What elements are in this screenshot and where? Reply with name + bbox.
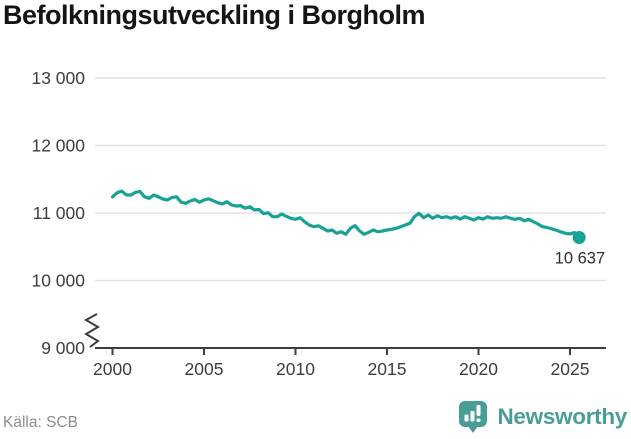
newsworthy-wordmark: Newsworthy [497,404,627,429]
population-line [110,189,581,240]
x-tick-label: 2025 [551,359,590,379]
x-tick-label: 2005 [185,359,224,379]
y-tick-label: 11 000 [33,203,85,223]
y-tick-label: 12 000 [31,136,85,156]
y-tick-label: 10 000 [31,271,85,291]
population-line-chart: 9 000 10 000 11 000 12 000 13 000 2000 2005 201… [31,68,606,379]
newsworthy-bubble-icon [459,401,488,433]
x-tick-label: 2010 [276,359,315,379]
y-tick-label: 13 000 [31,68,85,88]
last-value-label: 10 637 [555,250,605,268]
newsworthy-logo[interactable]: Newsworthy [458,400,627,434]
x-tick-label: 2020 [459,359,498,379]
x-tick-label: 2000 [93,359,132,379]
x-tick-label: 2015 [368,359,407,379]
source-label: Källa: SCB [3,414,78,431]
chart-footer: Källa: SCB Newsworthy [0,399,631,439]
axis-break-icon [83,313,100,348]
last-point-dot [572,231,586,245]
chart-title: Befolkningsutveckling i Borgholm [3,0,426,30]
y-tick-label: 9 000 [41,338,85,358]
